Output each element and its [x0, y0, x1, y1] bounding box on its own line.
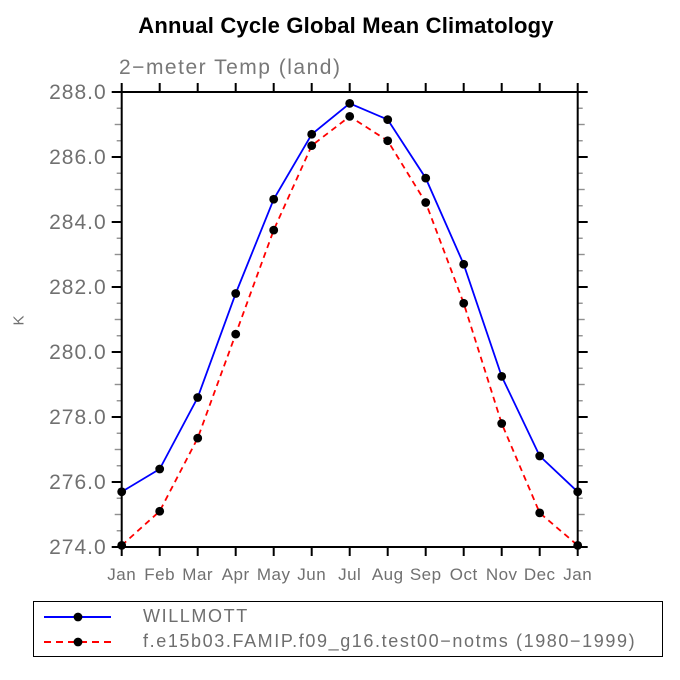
x-tick-label: Jul — [338, 565, 361, 584]
y-tick-label: 284.0 — [49, 211, 107, 234]
data-point — [345, 98, 355, 108]
chart-subtitle: 2−meter Temp (land) — [119, 56, 342, 79]
data-point — [155, 506, 165, 516]
data-point — [459, 259, 469, 269]
line-chart: 274.0 276.0 278.0 280.0 282.0 284.0 286.0 288.0… — [49, 81, 592, 584]
data-point — [459, 298, 469, 308]
chart-title: Annual Cycle Global Mean Climatology — [138, 13, 554, 38]
data-point — [193, 433, 203, 443]
x-tick-label: Apr — [222, 565, 250, 584]
data-point — [155, 464, 165, 474]
legend-label: WILLMOTT — [143, 606, 249, 626]
data-point — [497, 419, 507, 428]
y-tick-label: 276.0 — [49, 471, 107, 494]
legend-marker-icon — [73, 637, 83, 646]
series-line-1 — [121, 115, 579, 547]
data-point — [117, 487, 127, 497]
x-tick-label: Dec — [524, 565, 556, 584]
legend-item-model: f.e15b03.FAMIP.f09_g16.test00−notms (198… — [41, 630, 662, 654]
data-point — [307, 129, 317, 139]
x-tick-label: May — [257, 565, 291, 584]
y-tick-label: 280.0 — [49, 341, 107, 364]
data-point — [535, 451, 545, 461]
data-point — [231, 329, 241, 339]
data-point — [383, 115, 393, 125]
data-point — [345, 111, 355, 121]
y-tick-label: 282.0 — [49, 276, 107, 299]
data-point — [117, 540, 127, 550]
legend: WILLMOTT f.e15b03.FAMIP.f09_g16.test00−n… — [33, 601, 663, 657]
data-point — [421, 173, 431, 183]
plot-frame — [120, 91, 579, 548]
x-tick-label: Oct — [450, 565, 478, 584]
legend-item-willmott: WILLMOTT — [41, 605, 662, 629]
data-point — [193, 393, 203, 402]
x-tick-label: Nov — [486, 565, 518, 584]
x-tick-label: Jan — [107, 565, 136, 584]
y-tick-label: 288.0 — [49, 81, 107, 104]
data-point — [573, 540, 583, 550]
data-point — [535, 508, 545, 518]
y-tick-label: 278.0 — [49, 406, 107, 429]
x-tick-label: Feb — [144, 565, 175, 584]
legend-line-sample-dashed — [44, 637, 111, 646]
data-point — [497, 371, 507, 381]
legend-label: f.e15b03.FAMIP.f09_g16.test00−notms (198… — [143, 631, 637, 651]
data-point — [421, 198, 431, 207]
x-tick-label: Jan — [563, 565, 592, 584]
y-tick-label: 286.0 — [49, 146, 107, 169]
x-tick-label: Jun — [297, 565, 326, 584]
data-point — [231, 289, 241, 298]
data-point — [307, 141, 317, 151]
y-tick-label: 274.0 — [49, 536, 107, 559]
series-line-0 — [121, 102, 579, 493]
data-point — [269, 194, 279, 204]
data-point — [383, 136, 393, 146]
x-tick-label: Mar — [182, 565, 213, 584]
legend-marker-icon — [73, 612, 83, 621]
x-tick-label: Aug — [372, 565, 404, 584]
data-point — [573, 487, 583, 497]
legend-line-sample-solid — [44, 612, 111, 621]
data-point — [269, 225, 279, 235]
x-tick-label: Sep — [410, 565, 442, 584]
